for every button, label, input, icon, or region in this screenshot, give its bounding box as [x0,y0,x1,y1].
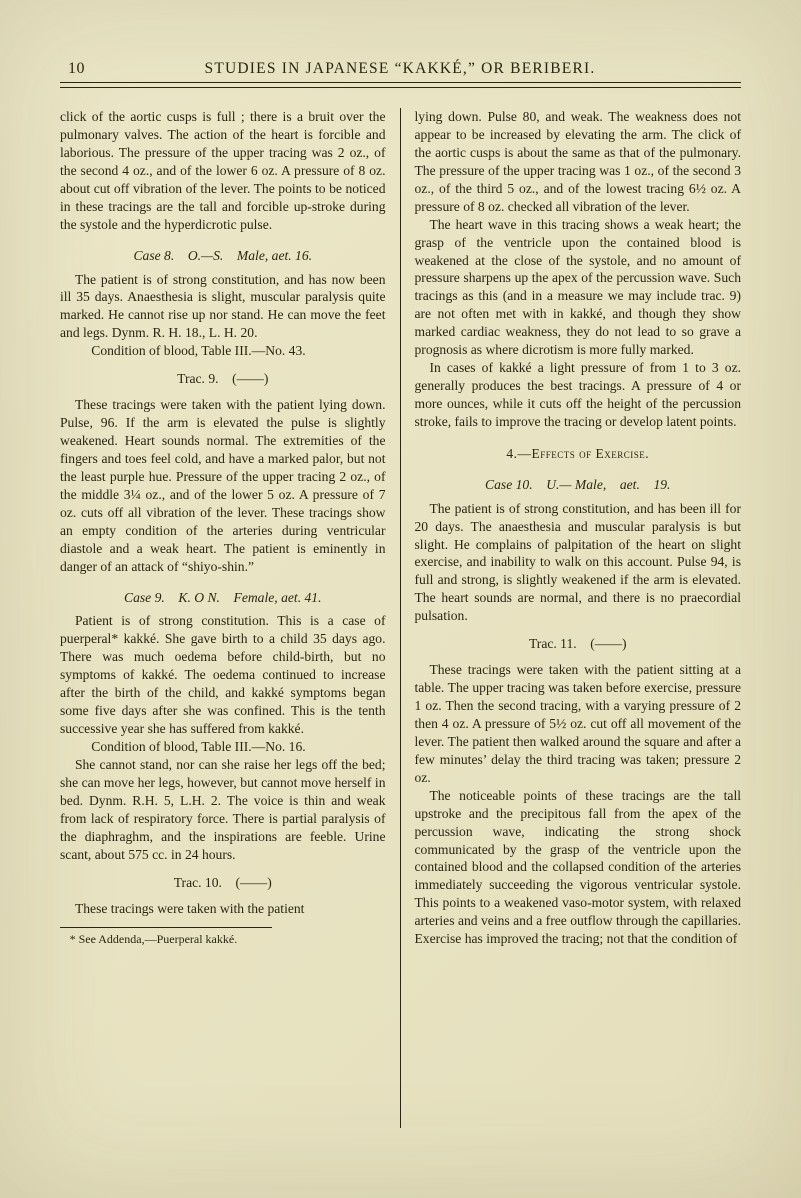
body-text: lying down. Pulse 80, and weak. The weak… [415,108,742,216]
body-text: click of the aortic cusps is full ; ther… [60,108,386,234]
body-text: These tracings were taken with the patie… [60,396,386,575]
footnote-rule [60,927,272,928]
case-heading: Case 8. O.—S. Male, aet. 16. [60,247,386,265]
body-text: In cases of kakké a light pressure of fr… [415,359,742,431]
body-text: The heart wave in this tracing shows a w… [415,216,742,360]
body-text: Condition of blood, Table III.—No. 16. [76,738,385,756]
body-text: These tracings were taken with the patie… [60,900,386,918]
page-number: 10 [68,60,85,78]
section-heading: 4.—Effects of Exercise. [415,445,742,463]
body-text: Patient is of strong constitution. This … [60,612,386,738]
tracing-label: Trac. 10. (——) [60,874,386,892]
case-heading: Case 10. U.— Male, aet. 19. [415,476,742,494]
body-text: She cannot stand, nor can she raise her … [60,756,386,864]
body-text: These tracings were taken with the patie… [415,661,742,787]
body-text: The noticeable points of these tracings … [415,787,742,948]
running-header: 10 STUDIES IN JAPANESE “KAKKÉ,” OR BERIB… [60,60,741,83]
tracing-label: Trac. 9. (——) [60,370,386,388]
running-title: STUDIES IN JAPANESE “KAKKÉ,” OR BERIBERI… [85,60,715,78]
tracing-label: Trac. 11. (——) [415,635,742,653]
page: 10 STUDIES IN JAPANESE “KAKKÉ,” OR BERIB… [0,0,801,1198]
body-text: The patient is of strong constitution, a… [60,271,386,343]
body-text: Condition of blood, Table III.—No. 43. [76,342,385,360]
footnote-text: * See Addenda,—Puerperal kakké. [60,932,386,948]
body-text: The patient is of strong constitution, a… [415,500,742,626]
columns: click of the aortic cusps is full ; ther… [60,108,741,1128]
header-rule [60,87,741,88]
column-left: click of the aortic cusps is full ; ther… [60,108,401,1128]
case-heading: Case 9. K. O N. Female, aet. 41. [60,589,386,607]
column-right: lying down. Pulse 80, and weak. The weak… [401,108,742,1128]
section-heading-text: 4.—Effects of Exercise. [506,446,649,461]
